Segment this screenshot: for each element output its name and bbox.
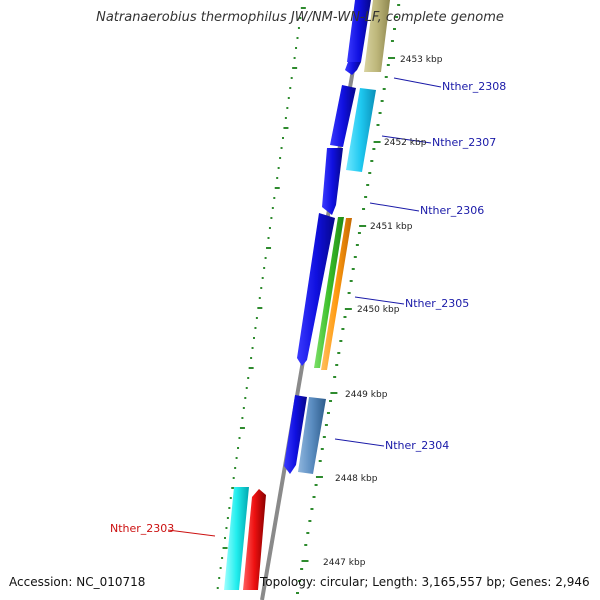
leader-line xyxy=(334,438,385,447)
kbp-label: 2447 kbp xyxy=(323,558,366,568)
gene-label[interactable]: Nther_2303 xyxy=(110,522,174,535)
kbp-label: 2453 kbp xyxy=(400,55,443,65)
gene-nther-2308 xyxy=(330,85,356,147)
kbp-label: 2450 kbp xyxy=(357,305,400,315)
leader-line xyxy=(393,77,442,88)
gene-nther-2303 xyxy=(243,489,266,590)
kbp-label: 2449 kbp xyxy=(345,390,388,400)
gene-label[interactable]: Nther_2304 xyxy=(385,439,449,452)
gene-arrow-top xyxy=(345,62,361,75)
map-labels: 2453 kbp 2452 kbp 2451 kbp 2450 kbp 2449 kbp… xyxy=(110,55,506,568)
leader-line xyxy=(167,529,216,537)
outer-dotted-ring xyxy=(216,7,306,589)
gene-label[interactable]: Nther_2307 xyxy=(432,136,496,149)
genome-title: Natranaerobius thermophilus JW/NM-WN-LF,… xyxy=(96,10,504,25)
topology-summary: Topology: circular; Length: 3,165,557 bp… xyxy=(260,575,590,589)
gene-label[interactable]: Nther_2305 xyxy=(405,297,469,310)
leader-line xyxy=(381,135,432,144)
kbp-label: 2451 kbp xyxy=(370,222,413,232)
kbp-label: 2452 kbp xyxy=(384,138,427,148)
gene-aqua xyxy=(224,487,249,590)
leader-line xyxy=(354,296,405,305)
gene-steel xyxy=(298,397,326,474)
gene-nther-2306 xyxy=(322,148,343,215)
gene-orange xyxy=(321,218,352,370)
gene-block-top xyxy=(347,0,371,62)
leader-line xyxy=(369,202,420,212)
gene-features xyxy=(224,0,390,590)
gene-nther-2307 xyxy=(346,88,376,172)
gene-nther-2304 xyxy=(284,395,307,474)
kbp-label: 2448 kbp xyxy=(335,474,378,484)
gene-label[interactable]: Nther_2308 xyxy=(442,80,506,93)
gene-green xyxy=(314,217,344,368)
gene-khaki xyxy=(364,0,390,72)
ruler-ticks xyxy=(296,4,401,594)
gene-nther-2305 xyxy=(297,213,335,366)
gene-label[interactable]: Nther_2306 xyxy=(420,204,484,217)
label-leader-lines xyxy=(167,77,442,537)
accession-text: Accession: NC_010718 xyxy=(9,575,146,589)
